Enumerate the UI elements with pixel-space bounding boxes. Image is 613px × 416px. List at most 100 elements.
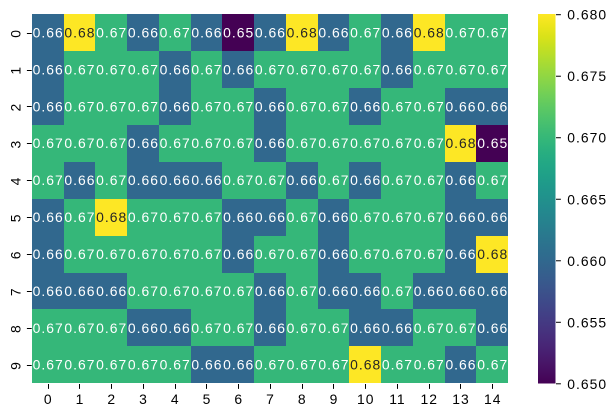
svg-text:0.65: 0.65 (223, 25, 254, 41)
svg-text:0.67: 0.67 (223, 135, 254, 151)
svg-text:0.67: 0.67 (33, 320, 64, 336)
svg-text:0.66: 0.66 (318, 246, 349, 262)
svg-text:0.68: 0.68 (350, 357, 381, 373)
svg-text:0.68: 0.68 (414, 25, 445, 41)
svg-text:0.66: 0.66 (477, 283, 508, 299)
svg-text:0.67: 0.67 (128, 283, 159, 299)
svg-text:0.665: 0.665 (567, 191, 607, 207)
svg-text:0.67: 0.67 (64, 98, 95, 114)
svg-text:13: 13 (452, 391, 469, 407)
svg-text:0.67: 0.67 (414, 172, 445, 188)
svg-text:0.655: 0.655 (567, 314, 607, 330)
svg-text:2: 2 (7, 104, 23, 112)
svg-text:0.66: 0.66 (382, 320, 413, 336)
svg-text:0.66: 0.66 (191, 357, 222, 373)
svg-text:0.67: 0.67 (445, 320, 476, 336)
svg-text:0.67: 0.67 (318, 357, 349, 373)
svg-text:0.66: 0.66 (350, 98, 381, 114)
svg-text:0.67: 0.67 (191, 320, 222, 336)
svg-text:0.675: 0.675 (567, 68, 607, 84)
svg-text:0.66: 0.66 (318, 25, 349, 41)
svg-text:0.66: 0.66 (128, 320, 159, 336)
svg-text:0.67: 0.67 (128, 61, 159, 77)
svg-text:0.67: 0.67 (414, 98, 445, 114)
svg-text:0.67: 0.67 (128, 98, 159, 114)
svg-text:0.67: 0.67 (382, 357, 413, 373)
svg-text:14: 14 (484, 391, 501, 407)
svg-text:0.67: 0.67 (64, 135, 95, 151)
svg-text:0.66: 0.66 (191, 172, 222, 188)
svg-text:0.67: 0.67 (96, 320, 127, 336)
svg-text:0.66: 0.66 (96, 283, 127, 299)
svg-text:0.67: 0.67 (287, 246, 318, 262)
svg-text:0.67: 0.67 (96, 357, 127, 373)
svg-text:0.66: 0.66 (128, 172, 159, 188)
svg-text:0.66: 0.66 (33, 209, 64, 225)
svg-text:0.67: 0.67 (191, 61, 222, 77)
svg-text:0.67: 0.67 (350, 135, 381, 151)
svg-text:0.66: 0.66 (223, 61, 254, 77)
svg-text:0.67: 0.67 (318, 61, 349, 77)
svg-text:0.66: 0.66 (160, 172, 191, 188)
svg-text:0.66: 0.66 (255, 209, 286, 225)
svg-text:0.67: 0.67 (33, 172, 64, 188)
svg-text:0.66: 0.66 (350, 172, 381, 188)
svg-text:0.67: 0.67 (382, 283, 413, 299)
svg-text:0.67: 0.67 (64, 246, 95, 262)
svg-text:0.67: 0.67 (64, 209, 95, 225)
svg-text:0.66: 0.66 (64, 172, 95, 188)
svg-text:3: 3 (139, 391, 147, 407)
svg-text:0.67: 0.67 (318, 320, 349, 336)
svg-text:0.67: 0.67 (191, 209, 222, 225)
svg-text:0.66: 0.66 (255, 135, 286, 151)
svg-text:0.67: 0.67 (287, 209, 318, 225)
svg-text:0.650: 0.650 (567, 376, 607, 392)
svg-text:0.67: 0.67 (255, 357, 286, 373)
svg-text:0.67: 0.67 (414, 61, 445, 77)
svg-text:0.66: 0.66 (33, 283, 64, 299)
svg-text:0.66: 0.66 (160, 61, 191, 77)
svg-text:0.67: 0.67 (350, 61, 381, 77)
svg-text:0.67: 0.67 (160, 357, 191, 373)
svg-text:0.66: 0.66 (160, 98, 191, 114)
svg-text:0.66: 0.66 (223, 357, 254, 373)
svg-text:0.68: 0.68 (96, 209, 127, 225)
svg-text:0.66: 0.66 (33, 246, 64, 262)
svg-text:0.66: 0.66 (477, 98, 508, 114)
svg-text:0.67: 0.67 (287, 61, 318, 77)
svg-text:6: 6 (234, 391, 242, 407)
svg-text:0.66: 0.66 (445, 209, 476, 225)
svg-text:0.67: 0.67 (414, 135, 445, 151)
svg-text:0.67: 0.67 (350, 246, 381, 262)
svg-text:0.67: 0.67 (287, 135, 318, 151)
svg-text:0.66: 0.66 (445, 98, 476, 114)
svg-text:0.67: 0.67 (160, 209, 191, 225)
svg-text:0.67: 0.67 (287, 320, 318, 336)
svg-text:0.67: 0.67 (96, 172, 127, 188)
svg-text:9: 9 (330, 391, 338, 407)
svg-text:0.67: 0.67 (350, 25, 381, 41)
svg-text:0.66: 0.66 (191, 25, 222, 41)
svg-text:0.66: 0.66 (33, 25, 64, 41)
svg-text:0.66: 0.66 (350, 320, 381, 336)
svg-text:1: 1 (7, 67, 23, 75)
svg-text:0.67: 0.67 (33, 135, 64, 151)
svg-text:0.67: 0.67 (96, 61, 127, 77)
svg-text:0.67: 0.67 (382, 135, 413, 151)
svg-text:0.67: 0.67 (287, 283, 318, 299)
svg-text:0.67: 0.67 (382, 98, 413, 114)
svg-text:0.66: 0.66 (350, 283, 381, 299)
svg-text:11: 11 (389, 391, 405, 407)
svg-text:0.67: 0.67 (255, 246, 286, 262)
svg-text:0.66: 0.66 (445, 357, 476, 373)
svg-text:0.66: 0.66 (128, 135, 159, 151)
svg-text:0.67: 0.67 (382, 246, 413, 262)
svg-text:0.67: 0.67 (318, 135, 349, 151)
svg-text:0.67: 0.67 (318, 172, 349, 188)
svg-text:7: 7 (7, 288, 23, 296)
svg-text:4: 4 (171, 391, 179, 407)
svg-text:0.66: 0.66 (255, 320, 286, 336)
svg-text:0.66: 0.66 (128, 25, 159, 41)
svg-text:0.66: 0.66 (414, 283, 445, 299)
svg-text:0.67: 0.67 (223, 283, 254, 299)
